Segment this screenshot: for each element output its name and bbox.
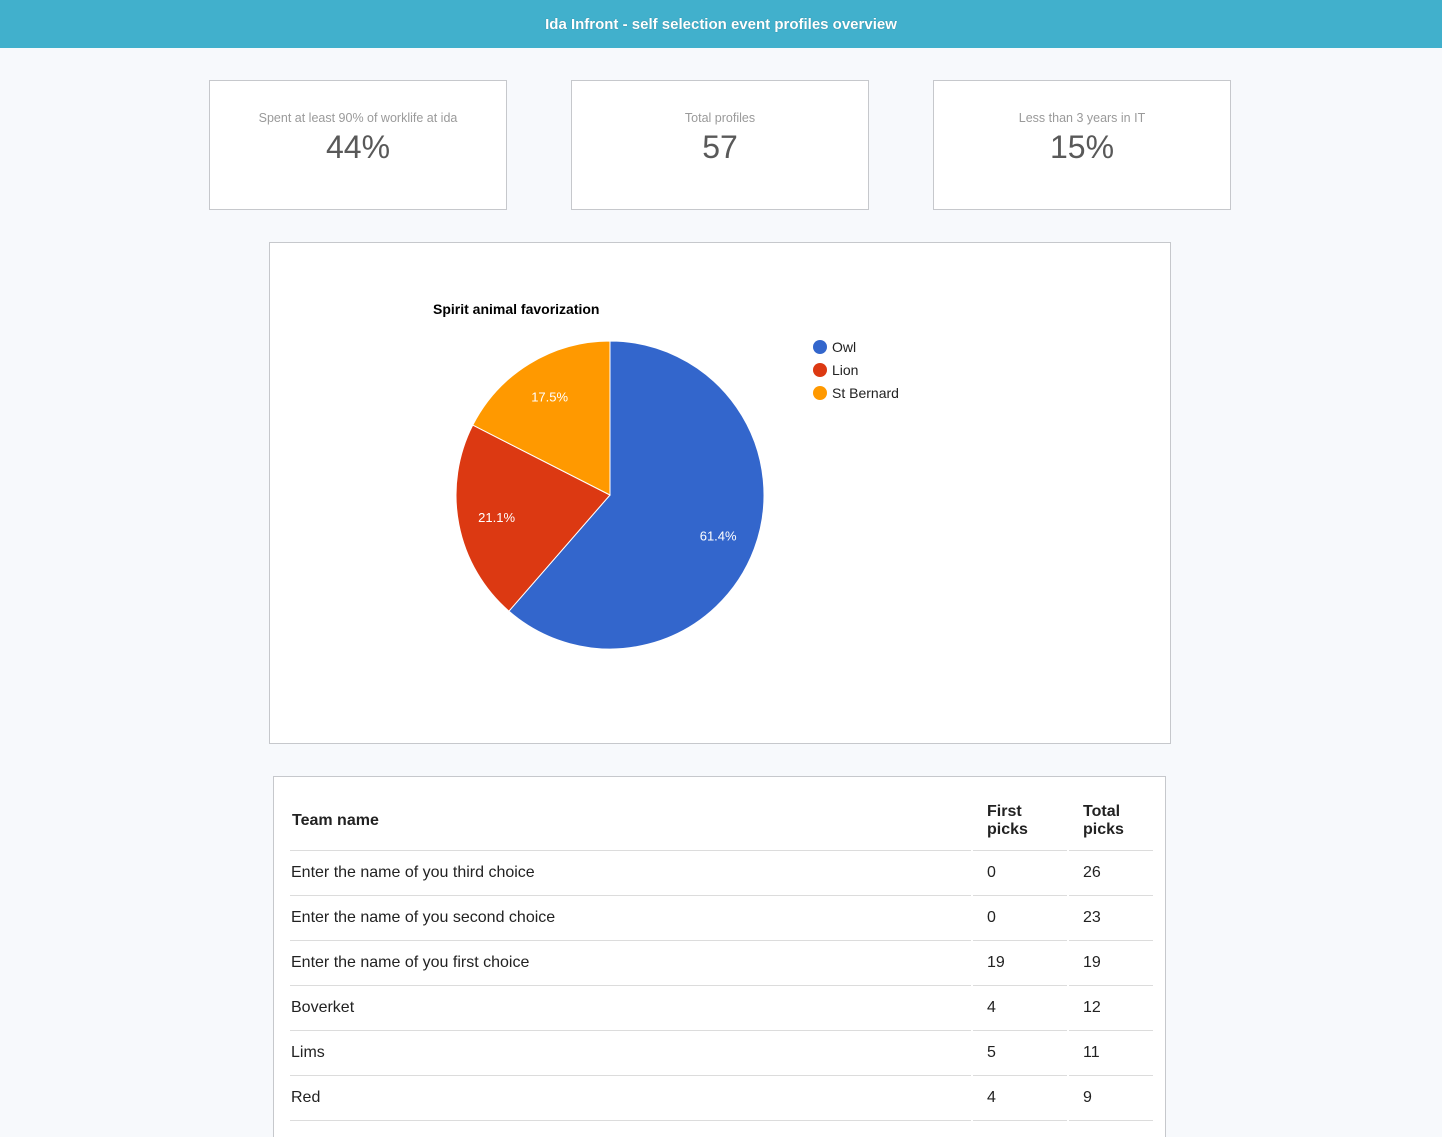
first-picks-cell: 4 xyxy=(973,986,1067,1031)
pie-slice-label: 17.5% xyxy=(531,390,568,405)
first-picks-cell: 0 xyxy=(973,896,1067,941)
stat-label: Spent at least 90% of worklife at ida xyxy=(258,111,458,125)
stat-value: 57 xyxy=(702,129,738,165)
team-name-cell: Enter the name of you second choice xyxy=(290,896,971,941)
table-row: Boverket 4 12 xyxy=(290,986,1153,1031)
column-header-first-picks[interactable]: First picks xyxy=(973,791,1067,851)
legend-label[interactable]: Lion xyxy=(832,362,858,378)
stat-label: Total profiles xyxy=(684,111,756,125)
stat-value: 44% xyxy=(325,129,391,165)
table-row: Enter the name of you second choice 0 23 xyxy=(290,896,1153,941)
pie-slice-st-bernard[interactable] xyxy=(472,340,611,496)
total-picks-cell: 26 xyxy=(1069,851,1153,896)
table-header-row: Team name First picks Total picks xyxy=(290,791,1153,851)
pie-slice-label: 21.1% xyxy=(478,510,515,525)
total-picks-cell: 11 xyxy=(1069,1031,1153,1076)
total-picks-cell: 23 xyxy=(1069,896,1153,941)
team-name-cell: Lims xyxy=(290,1031,971,1076)
team-picks-table: Team name First picks Total picks Enter … xyxy=(288,791,1155,1121)
total-picks-cell: 19 xyxy=(1069,941,1153,986)
table-row: Enter the name of you third choice 0 26 xyxy=(290,851,1153,896)
pie-labels: 61.4% 21.1% 17.5% xyxy=(478,390,737,544)
table-row: Lims 5 11 xyxy=(290,1031,1153,1076)
pie-chart-card: Spirit animal favorization 61.4% 21.1% 17.… xyxy=(269,242,1171,744)
first-picks-cell: 0 xyxy=(973,851,1067,896)
pie-slice-lion[interactable] xyxy=(455,424,611,612)
page-header: Ida Infront - self selection event profi… xyxy=(0,0,1442,48)
pie-slices xyxy=(455,340,765,650)
chart-legend: Owl Lion St Bernard xyxy=(813,339,899,401)
total-picks-cell: 9 xyxy=(1069,1076,1153,1121)
stat-card-years-in-it: Less than 3 years in IT 15% xyxy=(933,80,1231,210)
column-header-team-name[interactable]: Team name xyxy=(290,791,971,851)
pie-slice-owl[interactable] xyxy=(508,340,765,650)
table-row: Enter the name of you first choice 19 19 xyxy=(290,941,1153,986)
team-name-cell: Boverket xyxy=(290,986,971,1031)
team-name-cell: Red xyxy=(290,1076,971,1121)
legend-label[interactable]: Owl xyxy=(832,339,856,355)
team-name-cell: Enter the name of you first choice xyxy=(290,941,971,986)
pie-slice-label: 61.4% xyxy=(700,528,737,543)
chart-title: Spirit animal favorization xyxy=(433,301,599,317)
stat-card-worklife: Spent at least 90% of worklife at ida 44… xyxy=(209,80,507,210)
column-header-total-picks[interactable]: Total picks xyxy=(1069,791,1153,851)
legend-marker xyxy=(813,363,827,377)
table-row: Red 4 9 xyxy=(290,1076,1153,1121)
page-title: Ida Infront - self selection event profi… xyxy=(545,15,897,33)
stat-label: Less than 3 years in IT xyxy=(1018,111,1146,125)
legend-marker xyxy=(813,386,827,400)
legend-marker xyxy=(813,340,827,354)
first-picks-cell: 4 xyxy=(973,1076,1067,1121)
total-picks-cell: 12 xyxy=(1069,986,1153,1031)
team-picks-table-card: Team name First picks Total picks Enter … xyxy=(273,776,1166,1137)
first-picks-cell: 5 xyxy=(973,1031,1067,1076)
legend-label[interactable]: St Bernard xyxy=(832,385,899,401)
stat-value: 15% xyxy=(1049,129,1115,165)
team-name-cell: Enter the name of you third choice xyxy=(290,851,971,896)
stat-card-total-profiles: Total profiles 57 xyxy=(571,80,869,210)
pie-chart: Spirit animal favorization 61.4% 21.1% 17.… xyxy=(433,301,899,650)
first-picks-cell: 19 xyxy=(973,941,1067,986)
